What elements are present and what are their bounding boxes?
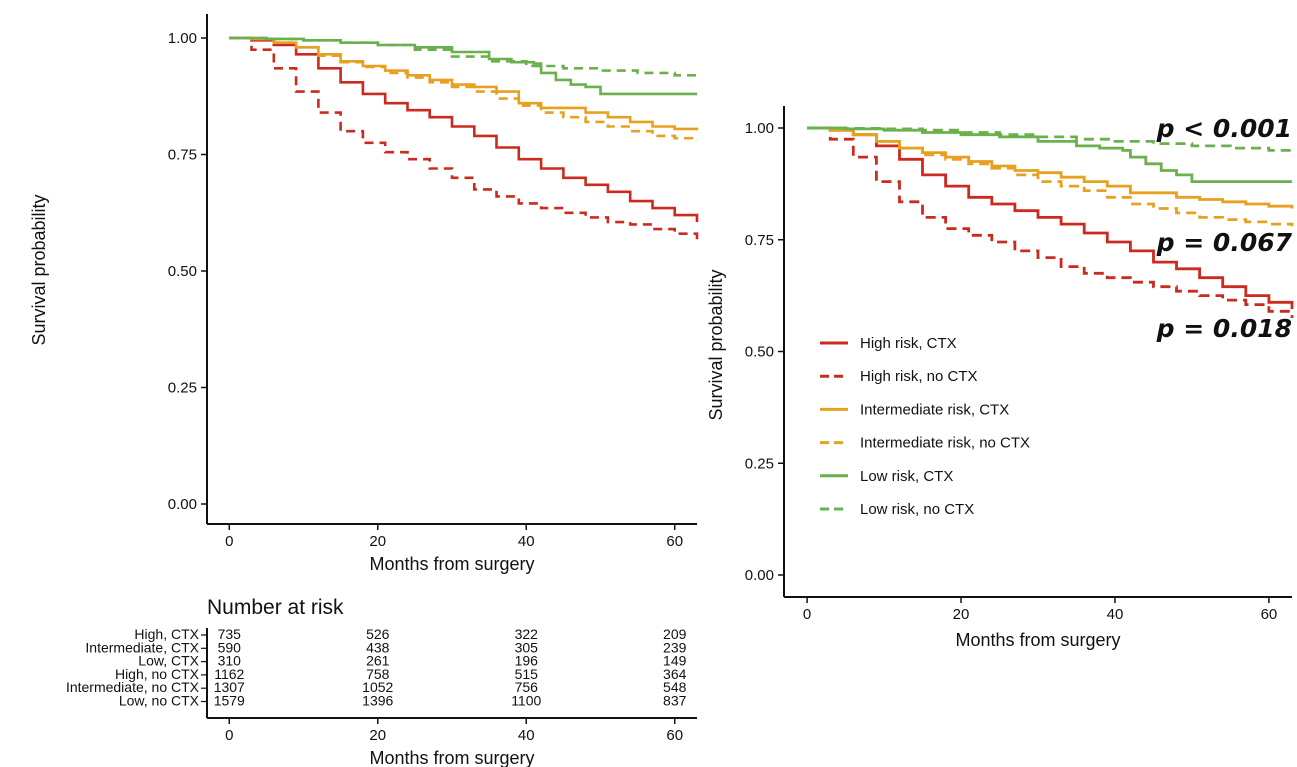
left-series-high-noctx xyxy=(229,36,699,240)
left-y-tick-label: 1.00 xyxy=(168,30,197,47)
left-series-group xyxy=(229,36,699,240)
left-series-int-noctx xyxy=(229,36,699,141)
risk-cell: 209 xyxy=(663,626,687,642)
risk-cell: 261 xyxy=(366,653,390,669)
right-y-tick-label: 1.00 xyxy=(745,120,774,137)
right-y-tick-label: 0.50 xyxy=(745,344,774,361)
risk-row-label: High, CTX xyxy=(134,626,199,642)
left-y-tick-label: 0.25 xyxy=(168,380,197,397)
right-km-chart: Survival probability Months from surgery… xyxy=(706,106,1294,650)
risk-table-x-tick-label: 0 xyxy=(225,727,233,744)
risk-row-label: Intermediate, no CTX xyxy=(66,679,200,695)
p-value-annotations: p < 0.001 p = 0.067 p = 0.018 xyxy=(1156,114,1293,343)
risk-cell: 515 xyxy=(515,666,539,682)
right-series-group xyxy=(807,126,1294,318)
risk-cell: 758 xyxy=(366,666,390,682)
risk-row-label: Low, CTX xyxy=(138,653,199,669)
risk-table-x-tick-label: 20 xyxy=(369,727,386,744)
risk-cell: 322 xyxy=(515,626,539,642)
p-value-low: p < 0.001 xyxy=(1156,114,1292,143)
risk-table-title: Number at risk xyxy=(207,596,344,619)
number-at-risk-table: Number at risk Months from surgery High,… xyxy=(66,596,697,767)
legend-item-label: Low risk, CTX xyxy=(860,468,953,485)
risk-cell: 438 xyxy=(366,639,390,655)
risk-cell: 735 xyxy=(218,626,242,642)
right-series-line xyxy=(807,126,1294,227)
left-series-high-ctx xyxy=(229,36,699,223)
left-x-tick-label: 40 xyxy=(518,533,535,550)
risk-cell: 196 xyxy=(515,653,539,669)
risk-row-label: High, no CTX xyxy=(115,666,200,682)
left-x-tick-label: 20 xyxy=(369,533,386,550)
right-x-tick-label: 20 xyxy=(953,606,970,623)
right-series-line xyxy=(807,126,1294,318)
risk-cell: 590 xyxy=(218,639,242,655)
left-y-tick-label: 0.00 xyxy=(168,496,197,513)
risk-row-label: Intermediate, CTX xyxy=(85,639,199,655)
risk-table-x-tick-label: 60 xyxy=(666,727,683,744)
risk-cell: 1162 xyxy=(214,666,244,682)
right-x-tick-label: 60 xyxy=(1261,606,1278,623)
right-x-tick-label: 0 xyxy=(803,606,811,623)
legend-item-label: Intermediate risk, CTX xyxy=(860,401,1009,418)
risk-cell: 305 xyxy=(515,639,539,655)
legend-item-label: Intermediate risk, no CTX xyxy=(860,435,1030,452)
legend-item-label: Low risk, no CTX xyxy=(860,501,974,518)
risk-cell: 548 xyxy=(663,679,687,695)
left-series-low-noctx xyxy=(229,36,699,78)
legend-item-label: High risk, CTX xyxy=(860,335,957,352)
risk-cell: 149 xyxy=(663,653,687,669)
right-x-tick-label: 40 xyxy=(1107,606,1124,623)
risk-cell: 239 xyxy=(663,639,687,655)
right-y-tick-label: 0.75 xyxy=(745,232,774,249)
right-y-tick-label: 0.25 xyxy=(745,455,774,472)
p-value-intermediate: p = 0.067 xyxy=(1156,228,1293,257)
risk-cell: 1100 xyxy=(511,693,541,709)
risk-cell: 364 xyxy=(663,666,687,682)
risk-cell: 837 xyxy=(663,693,687,709)
left-y-axis-label: Survival probability xyxy=(29,194,49,345)
risk-table-x-tick-label: 40 xyxy=(518,727,535,744)
right-y-axis-label: Survival probability xyxy=(706,269,726,420)
risk-cell: 1579 xyxy=(214,693,245,709)
right-series-line xyxy=(807,126,1294,152)
p-value-high: p = 0.018 xyxy=(1156,314,1292,343)
risk-row-label: Low, no CTX xyxy=(119,693,200,709)
legend: High risk, CTX High risk, no CTX Intermedi… xyxy=(820,335,1030,518)
risk-cell: 1052 xyxy=(362,679,393,695)
right-y-tick-label: 0.00 xyxy=(745,567,774,584)
risk-table-x-axis-label: Months from surgery xyxy=(369,748,534,767)
left-x-tick-label: 60 xyxy=(666,533,683,550)
left-x-tick-label: 0 xyxy=(225,533,233,550)
legend-item-label: High risk, no CTX xyxy=(860,368,978,385)
right-x-axis-label: Months from surgery xyxy=(955,630,1120,650)
risk-cell: 1396 xyxy=(362,693,393,709)
risk-cell: 310 xyxy=(218,653,242,669)
risk-cell: 756 xyxy=(515,679,539,695)
risk-cell: 1307 xyxy=(214,679,245,695)
left-x-axis-label: Months from surgery xyxy=(369,554,534,574)
left-km-chart: Survival probability Months from surgery… xyxy=(29,14,699,574)
left-y-tick-label: 0.75 xyxy=(168,147,197,164)
left-y-tick-label: 0.50 xyxy=(168,263,197,280)
risk-cell: 526 xyxy=(366,626,390,642)
